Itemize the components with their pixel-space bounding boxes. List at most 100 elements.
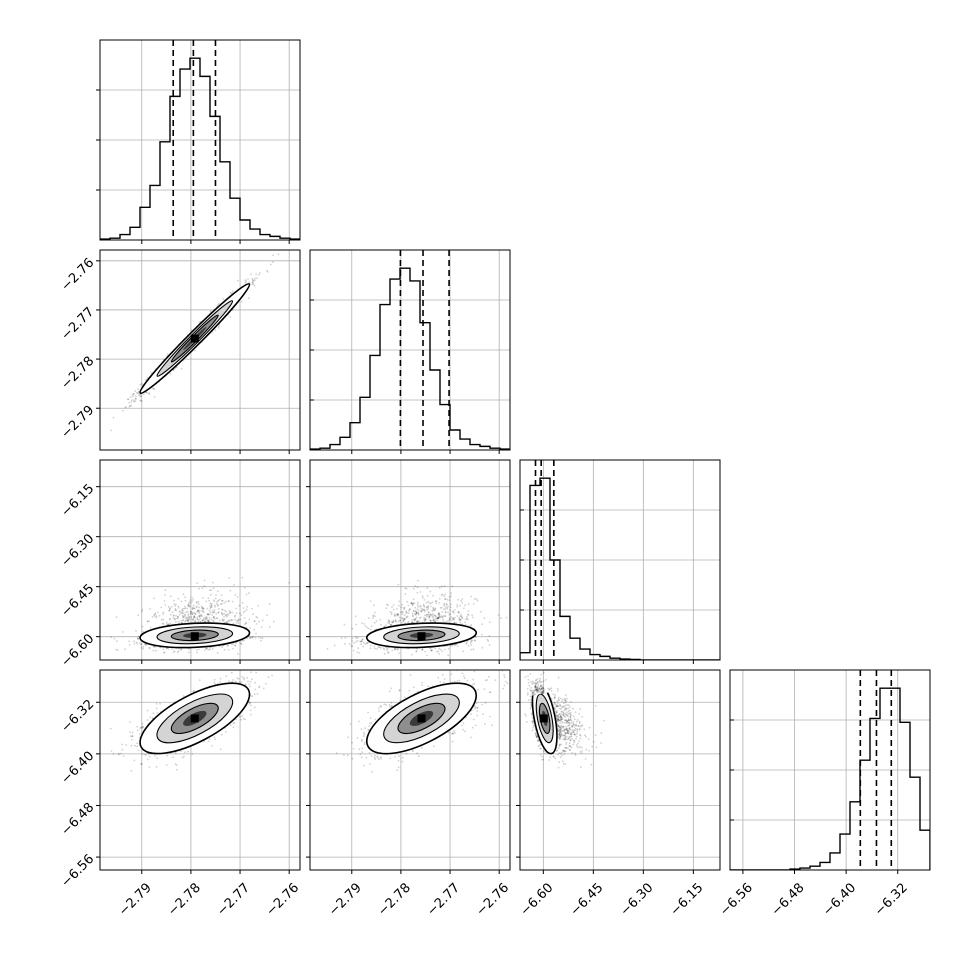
scatter-point (133, 400, 135, 403)
scatter-point (438, 653, 441, 655)
scatter-point (451, 645, 454, 647)
scatter-point (483, 617, 486, 620)
scatter-point (417, 609, 420, 612)
scatter-point (448, 618, 451, 620)
scatter-point (173, 618, 176, 621)
scatter-point (211, 648, 214, 650)
scatter-point (387, 604, 389, 607)
scatter-point (215, 617, 218, 619)
scatter-point (412, 615, 414, 617)
scatter-point (198, 610, 200, 613)
scatter-point (458, 617, 460, 619)
scatter-point (135, 392, 138, 394)
scatter-point (140, 643, 143, 646)
scatter-point (244, 622, 247, 624)
scatter-point (235, 642, 237, 645)
scatter-point (253, 628, 256, 631)
scatter-point (423, 605, 426, 608)
scatter-point (438, 614, 440, 616)
grid-1-0 (100, 250, 300, 450)
scatter-point (199, 614, 201, 617)
scatter-point (404, 622, 407, 624)
scatter-point (190, 618, 193, 620)
scatter-point (249, 680, 252, 683)
scatter-point (268, 603, 271, 606)
scatter-point (139, 384, 142, 386)
scatter-point (451, 610, 454, 613)
scatter-point (351, 627, 354, 630)
scatter-point (390, 611, 393, 614)
scatter-point (401, 617, 404, 620)
scatter-point (155, 707, 158, 710)
scatter-point (152, 387, 155, 390)
scatter-point (153, 396, 156, 398)
scatter-point (252, 635, 255, 638)
scatter-point (443, 585, 446, 588)
scatter-point (168, 609, 171, 612)
scatter-point (205, 616, 208, 618)
scatter-point (410, 602, 413, 604)
scatter-point (177, 650, 180, 653)
scatter-point (260, 637, 262, 640)
scatter-point (405, 612, 408, 615)
scatter-point (262, 619, 264, 622)
scatter-point (204, 619, 207, 622)
scatter-point (133, 393, 135, 395)
scatter-point (216, 605, 219, 607)
scatter-point (164, 589, 167, 592)
ytick-label-2-0: −6.60 (59, 631, 98, 670)
scatter-point (118, 753, 120, 756)
scatter-point (216, 617, 219, 619)
scatter-point (144, 379, 147, 381)
scatter-point (453, 621, 456, 624)
scatter-point (266, 614, 268, 616)
scatter-point (186, 616, 189, 619)
scatter-point (183, 755, 185, 758)
scatter-point (361, 622, 363, 625)
scatter-point (209, 606, 212, 609)
scatter-point (167, 623, 170, 626)
scatter-point (131, 394, 134, 396)
scatter-point (448, 613, 451, 616)
scatter-point (218, 607, 220, 610)
scatter-point (458, 618, 461, 621)
scatter-point (396, 649, 399, 651)
scatter-point (227, 644, 230, 647)
scatter-point (253, 284, 256, 287)
scatter-point (184, 613, 187, 616)
scatter-point (215, 602, 218, 605)
scatter-point (427, 606, 429, 609)
scatter-point (434, 615, 437, 618)
scatter-point (207, 613, 210, 616)
scatter-point (401, 613, 404, 615)
scatter-point (416, 586, 419, 589)
scatter-point (209, 602, 212, 605)
scatter-point (403, 608, 406, 611)
scatter-point (221, 599, 224, 602)
scatter-point (128, 644, 131, 646)
scatter-point (428, 615, 431, 617)
scatter-point (420, 605, 422, 607)
scatter-point (188, 605, 191, 608)
scatter-point (358, 652, 361, 654)
scatter-point (251, 280, 254, 283)
scatter-point (427, 611, 430, 614)
scatter-point (208, 616, 211, 619)
scatter-point (378, 646, 381, 649)
scatter-point (207, 613, 210, 615)
scatter-point (195, 602, 198, 604)
scatter-point (206, 607, 209, 610)
scatter-point (387, 652, 389, 654)
scatter-point (392, 608, 395, 611)
scatter-point (402, 611, 404, 614)
scatter-point (169, 622, 172, 625)
scatter-point (203, 585, 206, 588)
scatter-point (235, 607, 238, 610)
scatter-point (451, 617, 454, 620)
scatter-point (142, 630, 144, 633)
scatter-point (176, 651, 179, 653)
scatter-point (184, 619, 187, 622)
scatter-point (152, 712, 155, 715)
scatter-point (445, 603, 448, 606)
scatter-point (414, 619, 416, 621)
